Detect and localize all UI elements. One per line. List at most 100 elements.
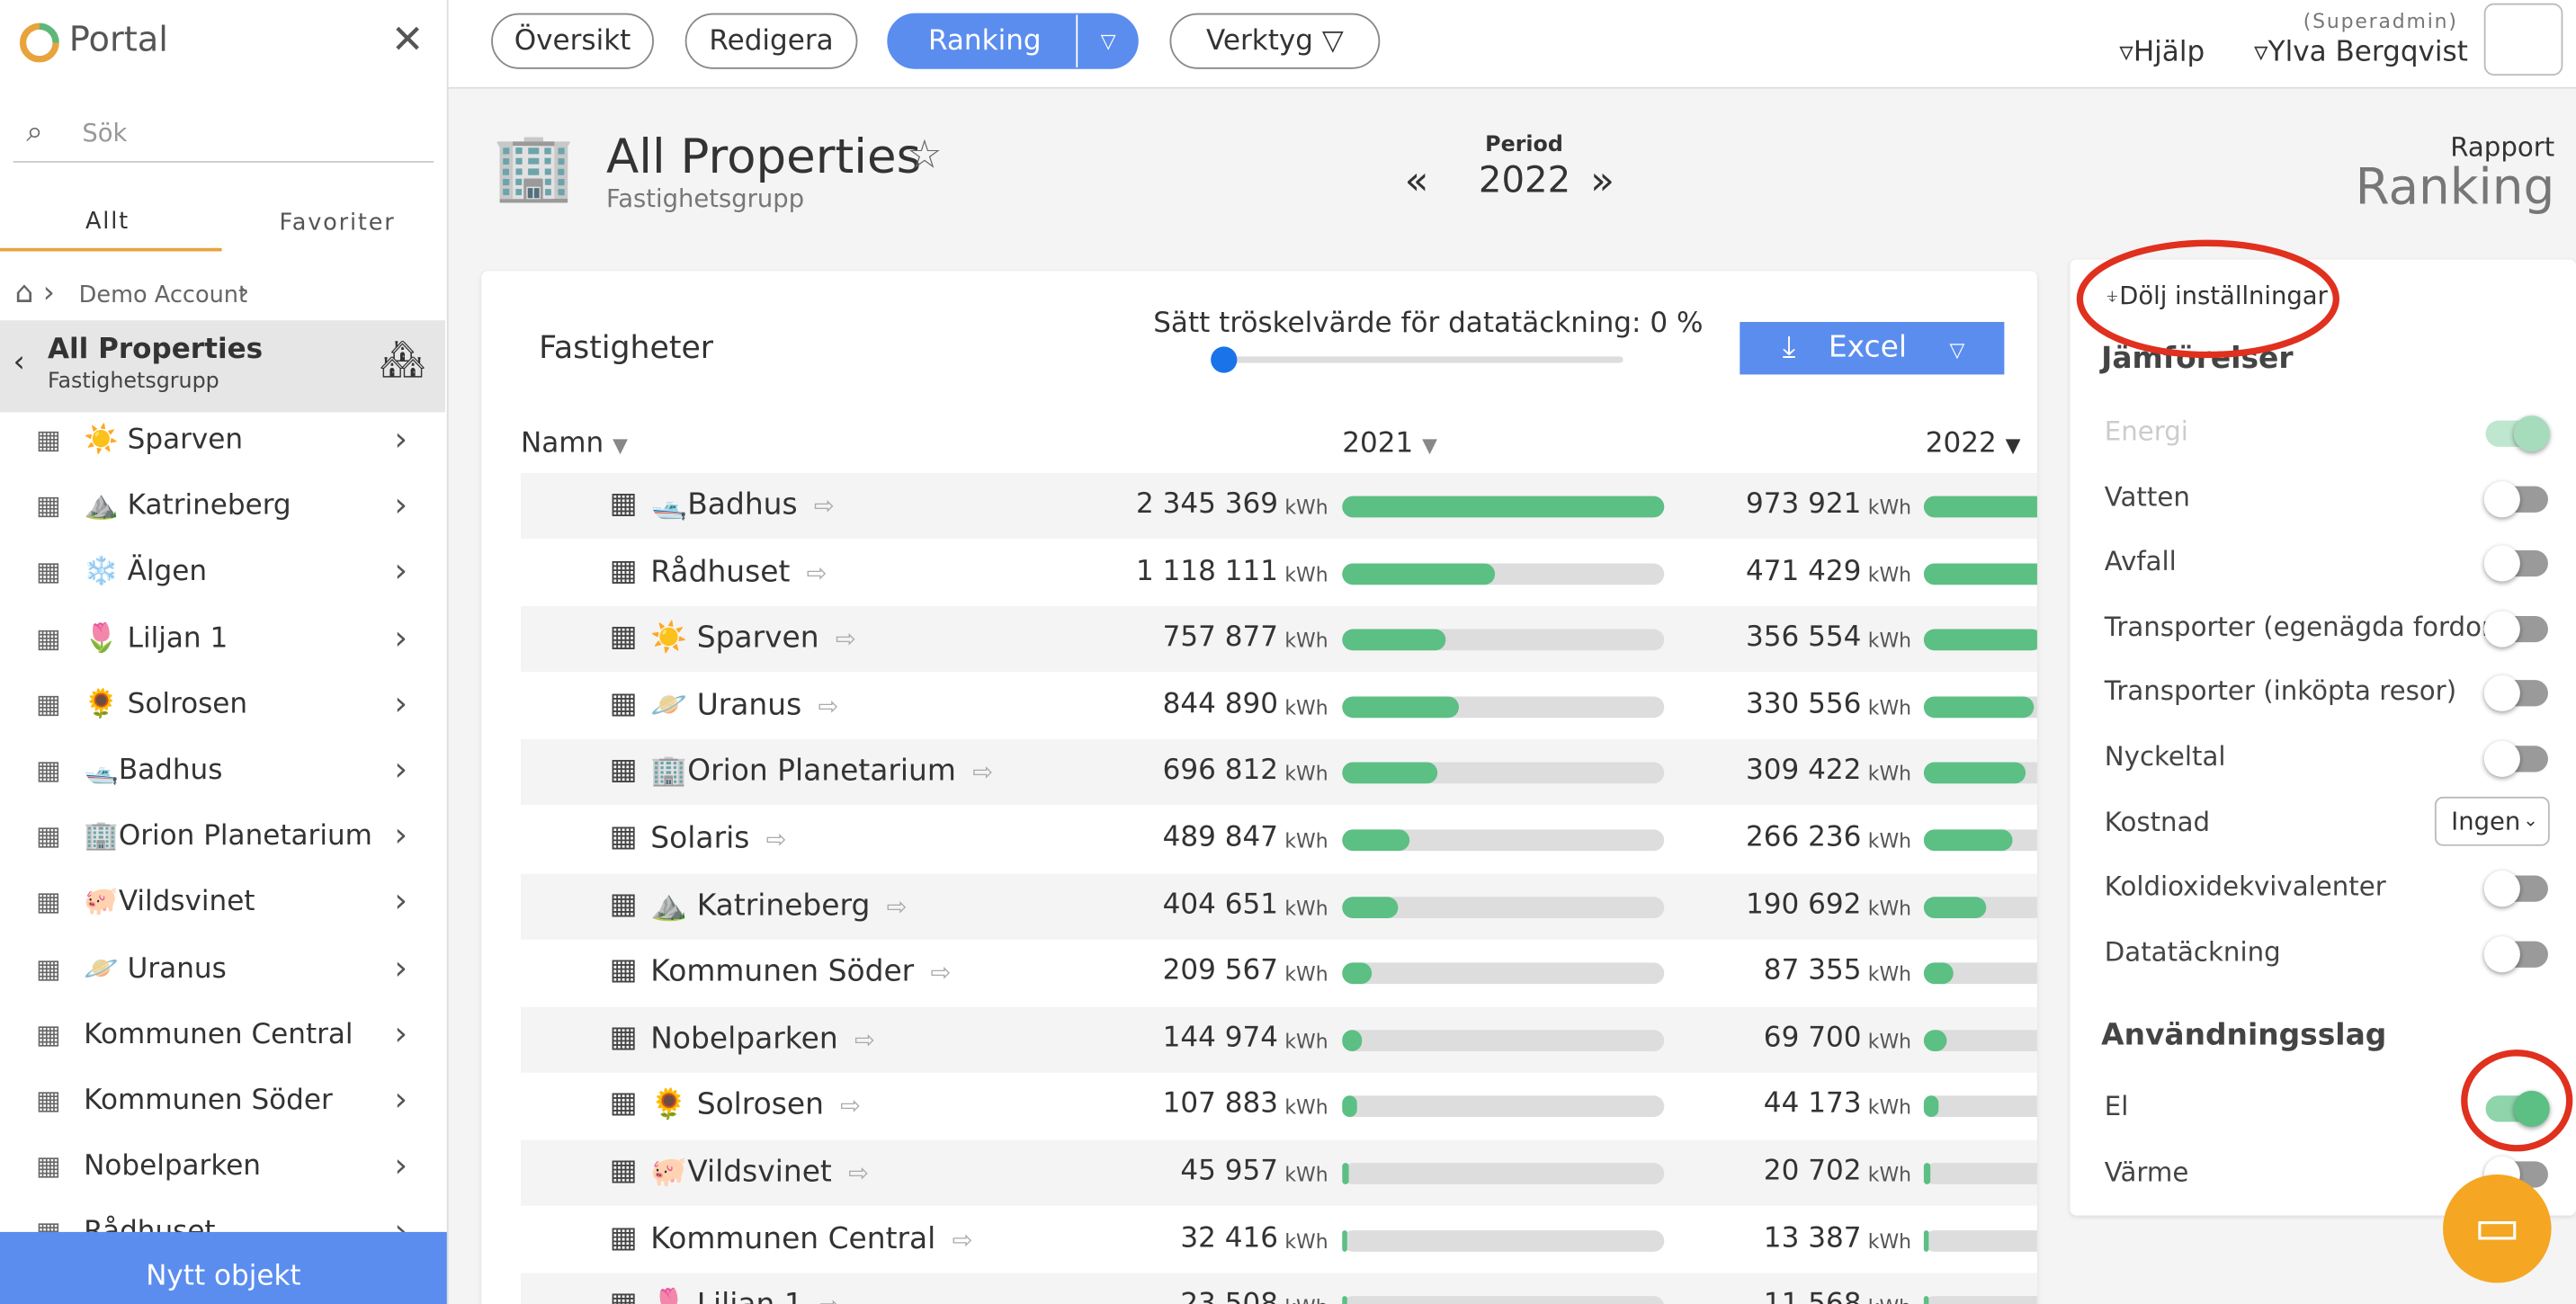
new-object-button[interactable]: Nytt objekt	[0, 1231, 447, 1304]
avatar[interactable]	[2483, 3, 2563, 76]
toggle[interactable]	[2483, 740, 2548, 777]
row-bg	[521, 739, 2037, 806]
threshold-label: Sätt tröskelvärde för datatäckning: 0 %	[1153, 307, 1704, 341]
item-icon: ▦	[36, 754, 61, 786]
row-bg	[521, 1139, 2037, 1206]
property-name: 🌷 Liljan 1	[650, 1288, 802, 1304]
back-arrow[interactable]: ‹	[13, 344, 25, 380]
col-header[interactable]: Namn ▼	[521, 426, 628, 460]
property-link[interactable]: Solaris ⇨	[650, 821, 787, 856]
toggle[interactable]	[2483, 480, 2548, 517]
property-link[interactable]: 🐖Vildsvinet ⇨	[650, 1155, 870, 1190]
property-link[interactable]: Nobelparken ⇨	[650, 1021, 875, 1057]
tab-favorites[interactable]: Favoriter	[279, 210, 396, 237]
user-menu[interactable]: ▿Ylva Bergqvist	[2253, 36, 2468, 69]
unit: kWh	[1284, 696, 1328, 719]
property-link[interactable]: 🌻 Solrosen ⇨	[650, 1087, 862, 1123]
unit: kWh	[1867, 629, 1912, 653]
current-title: All Properties	[47, 333, 264, 367]
item-icon: ▦	[36, 951, 61, 984]
setting-label: Avfall	[2104, 545, 2177, 577]
unit: kWh	[1867, 896, 1912, 920]
property-name: 🌻 Solrosen	[650, 1087, 824, 1123]
sidebar	[0, 0, 449, 1304]
period-prev[interactable]: «	[1404, 157, 1429, 204]
table-body: ▦ 🛥️Badhus ⇨ 2 345 369 kWh 973 921 kWh ▦ Rådhuse…	[521, 473, 2037, 1304]
tab-all[interactable]: Allt	[85, 208, 130, 236]
home-icon[interactable]: ⌂ ›	[14, 275, 55, 311]
toggle[interactable]	[2485, 1090, 2550, 1127]
row-icon: ▦	[609, 1219, 638, 1255]
row-icon: ▦	[609, 1153, 638, 1188]
tab-label: Ranking	[927, 24, 1042, 58]
slider-thumb[interactable]	[1211, 346, 1238, 373]
property-link[interactable]: 🛥️Badhus ⇨	[650, 487, 835, 522]
property-link[interactable]: ☀️ Sparven ⇨	[650, 621, 856, 656]
col-header[interactable]: 2022 ▼	[1925, 426, 2021, 460]
unit: kWh	[1867, 1229, 1912, 1253]
chevron: ›	[394, 947, 407, 987]
period-next[interactable]: »	[1590, 157, 1614, 204]
property-link[interactable]: Kommunen Söder ⇨	[650, 954, 952, 989]
property-link[interactable]: 🌷 Liljan 1⇨	[650, 1288, 840, 1304]
setting-label: Kostnad	[2104, 806, 2211, 837]
search-input[interactable]: Sök	[82, 118, 128, 148]
report-label: Rapport	[2450, 131, 2555, 163]
bar	[1923, 763, 2026, 784]
setting-label: Vatten	[2104, 480, 2190, 513]
property-link[interactable]: ⛰️ Katrineberg ⇨	[650, 888, 908, 923]
current-item[interactable]	[0, 320, 445, 413]
value: 309 422	[1746, 755, 1862, 788]
page-icon: 🏢	[492, 130, 575, 206]
row-bg	[521, 872, 2037, 940]
value: 973 921	[1746, 487, 1862, 522]
property-name: Nobelparken	[650, 1021, 838, 1057]
favorite-star[interactable]: ☆	[907, 131, 943, 178]
side-item-label: 🏢Orion Planetarium	[84, 819, 372, 853]
setting-label: Nyckeltal	[2104, 740, 2226, 773]
chevron: ›	[394, 418, 407, 459]
breadcrumb[interactable]: Demo Account	[78, 282, 248, 309]
property-link[interactable]: 🏢Orion Planetarium ⇨	[650, 755, 994, 790]
col-header[interactable]: 2021 ▼	[1342, 426, 1438, 460]
chevron: ›	[394, 683, 407, 723]
item-icon: ▦	[36, 556, 61, 587]
row-icon: ▦	[609, 952, 638, 988]
property-link[interactable]: Rådhuset ⇨	[650, 554, 827, 589]
chat-button[interactable]: ▭	[2443, 1174, 2552, 1283]
select[interactable]: Ingen ⌄	[2434, 796, 2550, 845]
bar	[1923, 1163, 1931, 1184]
toggle[interactable]	[2483, 611, 2548, 648]
row-bg	[521, 606, 2037, 673]
bar	[1923, 1096, 1939, 1118]
property-link[interactable]: Kommunen Central ⇨	[650, 1221, 973, 1256]
unit: kWh	[1867, 1163, 1912, 1186]
hide-label: Dölj inställningar	[2119, 281, 2328, 311]
value: 209 567	[1162, 954, 1279, 988]
search-underline	[13, 160, 434, 163]
toggle[interactable]	[2483, 545, 2548, 582]
toggle[interactable]	[2483, 871, 2548, 907]
value: 330 556	[1746, 687, 1862, 721]
bar-track	[1342, 1229, 1665, 1252]
property-name: ☀️ Sparven	[650, 621, 819, 656]
excel-button[interactable]: ⤓ Excel ▽	[1740, 321, 2005, 375]
tab-button[interactable]: Verktyg ▽	[1169, 13, 1381, 69]
toggle[interactable]	[2483, 675, 2548, 712]
table-title: Fastigheter	[539, 330, 714, 367]
property-link[interactable]: 🪐 Uranus ⇨	[650, 687, 839, 723]
tab-button-active[interactable]: Ranking ▽	[887, 13, 1139, 69]
hide-settings[interactable]: ⍖Dölj inställningar	[2104, 281, 2328, 311]
setting-label: Transporter (inköpta resor)	[2104, 675, 2457, 708]
unit: kWh	[1867, 829, 1912, 853]
close-button[interactable]: ✕	[390, 16, 425, 63]
item-icon: ▦	[36, 424, 61, 455]
setting-label: Datatäckning	[2104, 935, 2281, 968]
item-icon: ▦	[36, 1084, 61, 1116]
tab-button[interactable]: Översikt	[491, 13, 654, 69]
help-menu[interactable]: ▿Hjälp	[2119, 36, 2205, 69]
row-icon: ▦	[609, 552, 638, 588]
toggle[interactable]	[2483, 935, 2548, 972]
tab-button[interactable]: Redigera	[684, 13, 858, 69]
